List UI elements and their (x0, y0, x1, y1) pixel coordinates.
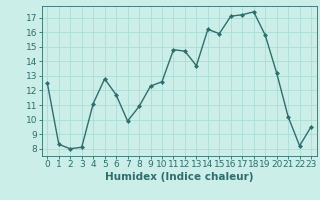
X-axis label: Humidex (Indice chaleur): Humidex (Indice chaleur) (105, 172, 253, 182)
